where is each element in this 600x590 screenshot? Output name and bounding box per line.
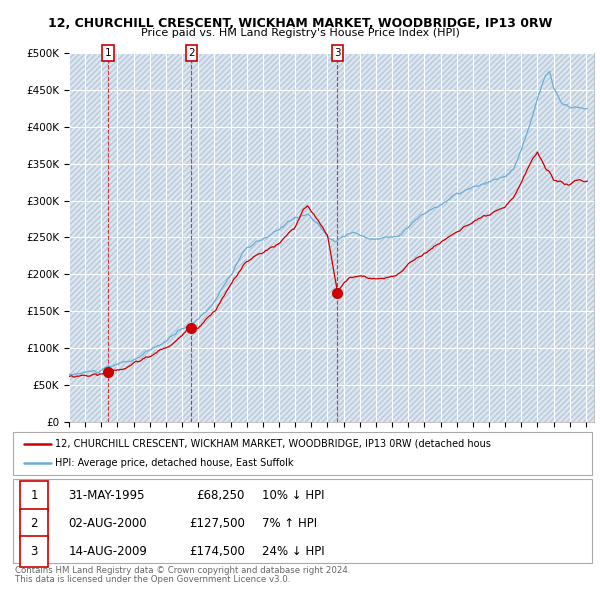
Text: 10% ↓ HPI: 10% ↓ HPI [262, 490, 325, 503]
FancyBboxPatch shape [13, 432, 592, 475]
Text: 2: 2 [188, 48, 195, 58]
Text: £127,500: £127,500 [189, 517, 245, 530]
Text: 12, CHURCHILL CRESCENT, WICKHAM MARKET, WOODBRIDGE, IP13 0RW: 12, CHURCHILL CRESCENT, WICKHAM MARKET, … [48, 17, 552, 30]
Text: 31-MAY-1995: 31-MAY-1995 [68, 490, 145, 503]
Text: 12, CHURCHILL CRESCENT, WICKHAM MARKET, WOODBRIDGE, IP13 0RW (detached hous: 12, CHURCHILL CRESCENT, WICKHAM MARKET, … [55, 439, 491, 449]
Text: £174,500: £174,500 [189, 545, 245, 558]
Text: 02-AUG-2000: 02-AUG-2000 [68, 517, 147, 530]
Text: 24% ↓ HPI: 24% ↓ HPI [262, 545, 325, 558]
Text: 14-AUG-2009: 14-AUG-2009 [68, 545, 147, 558]
FancyBboxPatch shape [20, 536, 48, 567]
Text: HPI: Average price, detached house, East Suffolk: HPI: Average price, detached house, East… [55, 458, 294, 468]
Text: 3: 3 [334, 48, 341, 58]
Text: 3: 3 [31, 545, 38, 558]
Text: This data is licensed under the Open Government Licence v3.0.: This data is licensed under the Open Gov… [15, 575, 290, 584]
Text: Contains HM Land Registry data © Crown copyright and database right 2024.: Contains HM Land Registry data © Crown c… [15, 566, 350, 575]
Text: Price paid vs. HM Land Registry's House Price Index (HPI): Price paid vs. HM Land Registry's House … [140, 28, 460, 38]
FancyBboxPatch shape [20, 481, 48, 511]
Text: 2: 2 [30, 517, 38, 530]
Text: 1: 1 [104, 48, 112, 58]
FancyBboxPatch shape [20, 509, 48, 539]
FancyBboxPatch shape [13, 479, 592, 563]
Text: 1: 1 [30, 490, 38, 503]
Text: £68,250: £68,250 [196, 490, 245, 503]
Text: 7% ↑ HPI: 7% ↑ HPI [262, 517, 317, 530]
